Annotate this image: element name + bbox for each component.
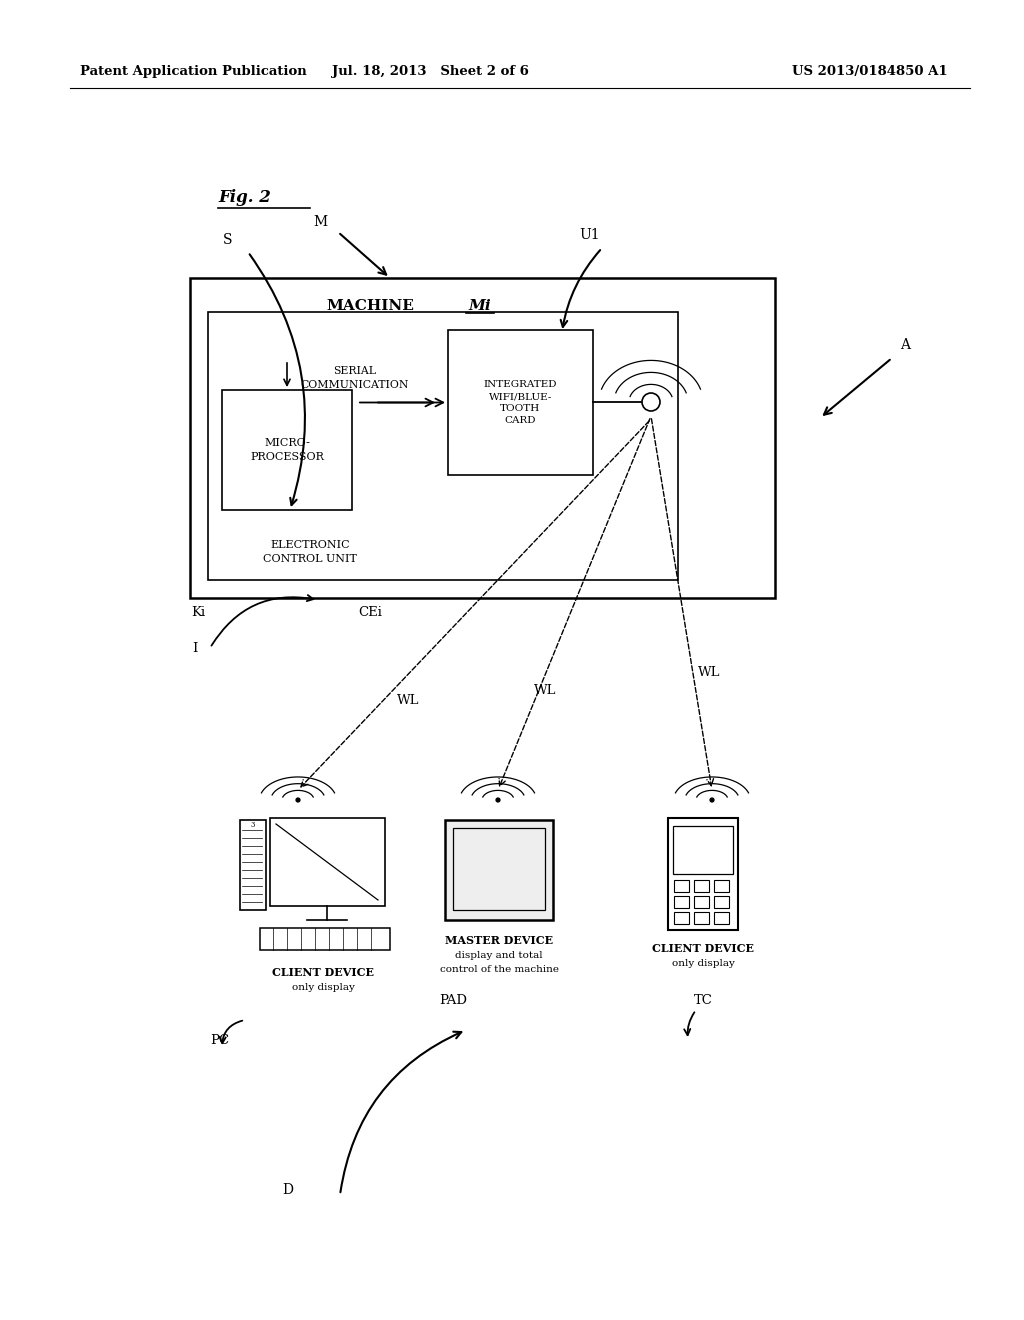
- Text: control of the machine: control of the machine: [439, 965, 558, 974]
- Bar: [714, 912, 729, 924]
- Text: MICRO-
PROCESSOR: MICRO- PROCESSOR: [250, 438, 324, 462]
- Bar: [453, 828, 545, 909]
- Bar: [260, 928, 390, 950]
- Text: S: S: [223, 234, 232, 247]
- Text: CLIENT DEVICE: CLIENT DEVICE: [272, 966, 374, 978]
- Text: Patent Application Publication: Patent Application Publication: [80, 66, 307, 78]
- Text: Ki: Ki: [190, 606, 205, 619]
- Text: A: A: [900, 338, 910, 352]
- Bar: [208, 312, 678, 579]
- Text: ELECTRONIC
CONTROL UNIT: ELECTRONIC CONTROL UNIT: [263, 540, 357, 564]
- Text: WL: WL: [396, 693, 419, 706]
- Text: TC: TC: [693, 994, 713, 1006]
- Circle shape: [296, 799, 300, 803]
- Bar: [445, 820, 553, 920]
- Text: display and total: display and total: [456, 952, 543, 961]
- Bar: [694, 912, 709, 924]
- Circle shape: [642, 393, 660, 411]
- Text: Jul. 18, 2013   Sheet 2 of 6: Jul. 18, 2013 Sheet 2 of 6: [332, 66, 528, 78]
- Text: PAD: PAD: [439, 994, 467, 1006]
- Text: PC: PC: [211, 1034, 229, 1047]
- Bar: [674, 880, 689, 892]
- Bar: [449, 330, 593, 475]
- Text: Mi: Mi: [468, 300, 490, 313]
- Text: I: I: [193, 642, 198, 655]
- Text: MASTER DEVICE: MASTER DEVICE: [445, 935, 553, 945]
- Text: INTEGRATED
WIFI/BLUE-
TOOTH
CARD: INTEGRATED WIFI/BLUE- TOOTH CARD: [483, 380, 557, 425]
- Text: Fig. 2: Fig. 2: [218, 190, 271, 206]
- Text: SERIAL
COMMUNICATION: SERIAL COMMUNICATION: [301, 367, 410, 389]
- Text: CLIENT DEVICE: CLIENT DEVICE: [652, 942, 754, 953]
- Bar: [714, 896, 729, 908]
- Bar: [674, 896, 689, 908]
- Text: MACHINE: MACHINE: [326, 300, 414, 313]
- Text: CEi: CEi: [358, 606, 382, 619]
- Text: M: M: [313, 215, 327, 228]
- Bar: [674, 912, 689, 924]
- Text: US 2013/0184850 A1: US 2013/0184850 A1: [793, 66, 948, 78]
- Text: only display: only display: [672, 960, 734, 969]
- Text: only display: only display: [292, 983, 354, 993]
- Bar: [673, 826, 733, 874]
- Bar: [714, 880, 729, 892]
- Bar: [694, 896, 709, 908]
- Text: 3: 3: [251, 821, 255, 829]
- Text: U1: U1: [580, 228, 600, 242]
- Text: D: D: [282, 1183, 293, 1197]
- Text: WL: WL: [698, 665, 721, 678]
- Bar: [240, 820, 266, 909]
- Circle shape: [710, 799, 714, 803]
- Circle shape: [496, 799, 500, 803]
- Bar: [694, 880, 709, 892]
- Bar: [668, 818, 738, 931]
- Bar: [270, 818, 385, 906]
- Bar: [222, 389, 352, 510]
- Text: WL: WL: [534, 684, 556, 697]
- Bar: [190, 279, 775, 598]
